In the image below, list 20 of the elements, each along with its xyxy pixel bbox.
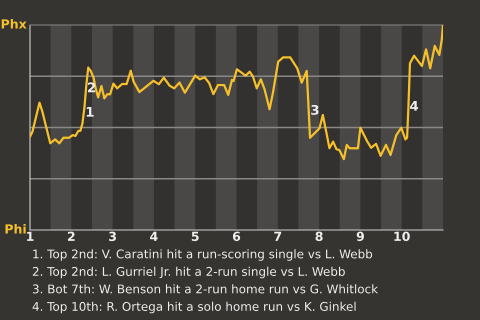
x-tick-label: 9: [356, 232, 364, 242]
x-tick-label: 1: [27, 232, 34, 241]
annotation: 3: [311, 104, 319, 115]
annotation: 1: [86, 106, 94, 117]
x-tick-label: 2: [68, 232, 75, 241]
annotation: 4: [410, 101, 418, 111]
text: 4. Top 10th: R. Ortega hit a solo home run vs K. Ginkel: [32, 302, 356, 314]
x-tick-label: 7: [274, 232, 282, 241]
x-tick-label: 4: [150, 232, 158, 241]
text: Phi: [6, 224, 26, 234]
x-tick-label: 8: [316, 232, 323, 242]
x-tick-label: 3: [109, 232, 116, 242]
annotation: 2: [88, 82, 95, 92]
x-tick-label: 5: [192, 232, 199, 242]
text: 1. Top 2nd: V. Caratini hit a run-scoring single vs L. Webb: [33, 249, 372, 261]
text: 3. Bot 7th: W. Benson hit a 2-run home run vs G. Whitlock: [32, 284, 378, 294]
x-tick-label: 6: [232, 232, 240, 242]
text: 2. Top 2nd: L. Gurriel Jr. hit a 2-run single vs L. Webb: [32, 266, 345, 278]
text: Phx: [2, 18, 27, 28]
x-tick-label: 10: [394, 232, 410, 242]
